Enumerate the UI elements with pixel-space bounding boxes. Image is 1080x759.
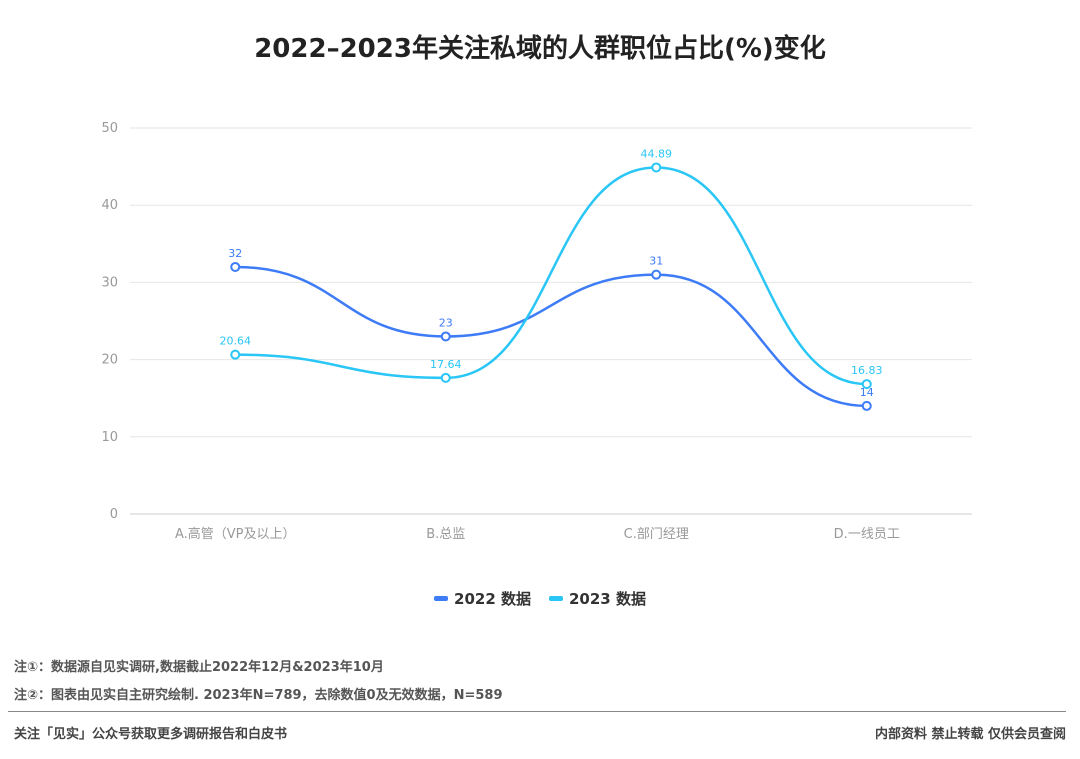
x-tick-label-0: A.高管（VP及以上）: [175, 526, 296, 542]
chart-legend: 2022 数据 2023 数据: [0, 588, 1080, 609]
data-point-s0-3: [861, 400, 872, 411]
data-label-s1-1: 17.64: [430, 358, 462, 371]
legend-item-2022[interactable]: 2022 数据: [434, 588, 531, 609]
legend-swatch-2023: [549, 596, 563, 601]
y-tick-label-30: 30: [101, 275, 118, 290]
chart-title: 2022–2023年关注私域的人群职位占比(%)变化: [254, 34, 826, 64]
legend-item-2023[interactable]: 2023 数据: [549, 588, 646, 609]
data-point-s1-2: [651, 162, 662, 173]
footer-promo: 关注「见实」公众号获取更多调研报告和白皮书: [14, 727, 288, 742]
data-label-s1-3: 16.83: [851, 364, 883, 377]
note-2: 注②：图表由见实自主研究绘制. 2023年N=789，去除数值0及无效数据，N=…: [14, 688, 503, 703]
footer-disclaimer: 内部资料 禁止转载 仅供会员查阅: [874, 727, 1066, 742]
data-label-s0-1: 23: [439, 316, 453, 329]
legend-label-2022: 2022 数据: [454, 590, 531, 608]
data-label-s1-2: 44.89: [641, 147, 673, 160]
y-tick-label-20: 20: [101, 353, 118, 368]
note-1: 注①：数据源自见实调研,数据截止2022年12月&2023年10月: [14, 660, 384, 675]
legend-swatch-2022: [434, 596, 449, 601]
data-point-s0-1: [440, 331, 451, 342]
x-tick-label-3: D.一线员工: [834, 527, 900, 542]
data-point-s1-1: [440, 372, 451, 383]
y-tick-label-40: 40: [101, 198, 118, 213]
data-label-s1-0: 20.64: [220, 335, 252, 348]
footer-divider: [8, 711, 1066, 712]
legend-label-2023: 2023 数据: [569, 590, 646, 608]
line-chart: 0 10 20 30 40 50 A.高管（VP及以上） B.总监 C.部门经理 D.一线员工 32…: [101, 121, 972, 542]
y-tick-label-10: 10: [101, 430, 118, 445]
data-point-s0-2: [651, 269, 662, 280]
data-point-s1-3: [861, 379, 872, 390]
y-tick-label-0: 0: [110, 507, 118, 522]
data-point-s0-0: [230, 261, 241, 272]
data-label-s0-2: 31: [649, 255, 663, 268]
data-label-s0-3: 14: [860, 386, 874, 399]
series-line-1: [235, 166, 867, 386]
x-tick-label-2: C.部门经理: [624, 527, 689, 542]
y-tick-label-50: 50: [101, 121, 118, 136]
x-tick-label-1: B.总监: [426, 527, 465, 542]
data-label-s0-0: 32: [228, 247, 242, 260]
series-line-0: [235, 265, 867, 408]
data-point-s1-0: [230, 349, 241, 360]
